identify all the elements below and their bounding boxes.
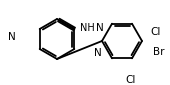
Text: N: N <box>94 48 102 58</box>
Text: NH: NH <box>80 23 94 33</box>
Text: N: N <box>8 32 16 42</box>
Text: N: N <box>96 23 104 33</box>
Text: Br: Br <box>153 47 165 57</box>
Text: Cl: Cl <box>126 75 136 85</box>
Text: Cl: Cl <box>150 27 160 37</box>
